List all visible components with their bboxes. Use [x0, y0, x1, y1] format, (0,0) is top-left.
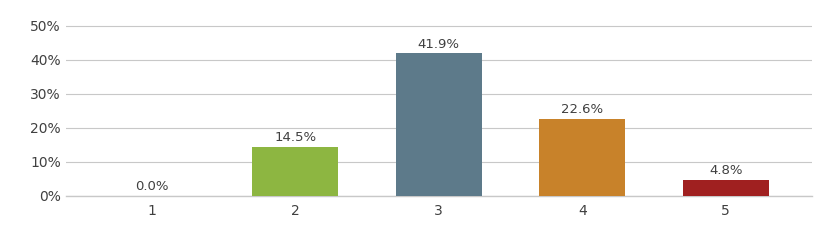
Text: 0.0%: 0.0% [135, 180, 168, 193]
Text: 14.5%: 14.5% [274, 131, 316, 144]
Text: 41.9%: 41.9% [417, 38, 459, 51]
Bar [682, 180, 768, 196]
Bar [252, 147, 337, 196]
Bar [539, 119, 625, 196]
Text: 22.6%: 22.6% [560, 103, 603, 116]
Text: 4.8%: 4.8% [708, 164, 741, 177]
Bar [396, 54, 482, 196]
